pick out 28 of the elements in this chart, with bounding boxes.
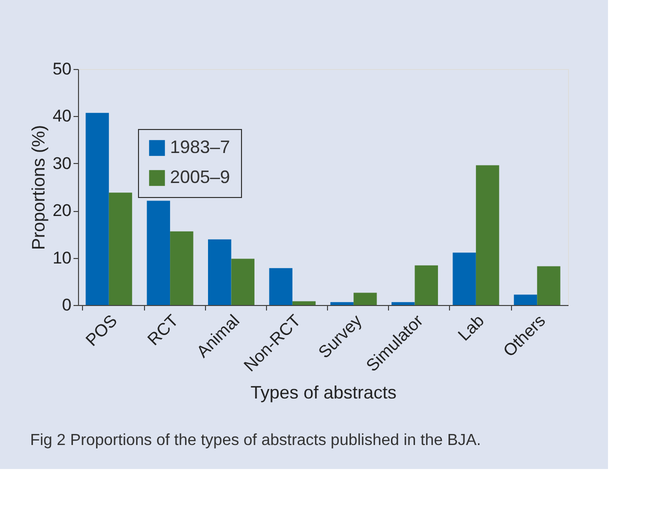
y-tick-label: 0 (62, 296, 72, 314)
bar (146, 200, 170, 305)
bar (354, 292, 377, 305)
bar (330, 302, 354, 305)
x-axis-title: Types of abstracts (250, 382, 397, 403)
legend-label: 1983–7 (170, 137, 230, 157)
bar (269, 268, 292, 305)
y-tick-label: 10 (52, 248, 72, 268)
bar (108, 192, 132, 305)
bar (170, 231, 194, 305)
y-tick-label: 40 (52, 106, 72, 126)
bar (231, 258, 254, 305)
bar (414, 265, 438, 305)
caption: Fig 2 Proportions of the types of abstracts published in the BJA. (30, 432, 482, 450)
bar (292, 301, 316, 305)
bar (452, 252, 476, 305)
y-axis-title: Proportions (%) (28, 124, 49, 250)
bar (208, 239, 232, 305)
y-tick-label: 20 (52, 201, 72, 220)
legend-label: 2005–9 (170, 167, 230, 187)
bar (476, 165, 500, 305)
y-tick-label: 50 (52, 60, 72, 78)
bar (514, 294, 538, 305)
x-tick-label: Lab (454, 311, 488, 345)
bar (537, 266, 560, 305)
bar (86, 112, 109, 305)
y-tick-label: 30 (52, 154, 72, 173)
bar (392, 302, 415, 305)
